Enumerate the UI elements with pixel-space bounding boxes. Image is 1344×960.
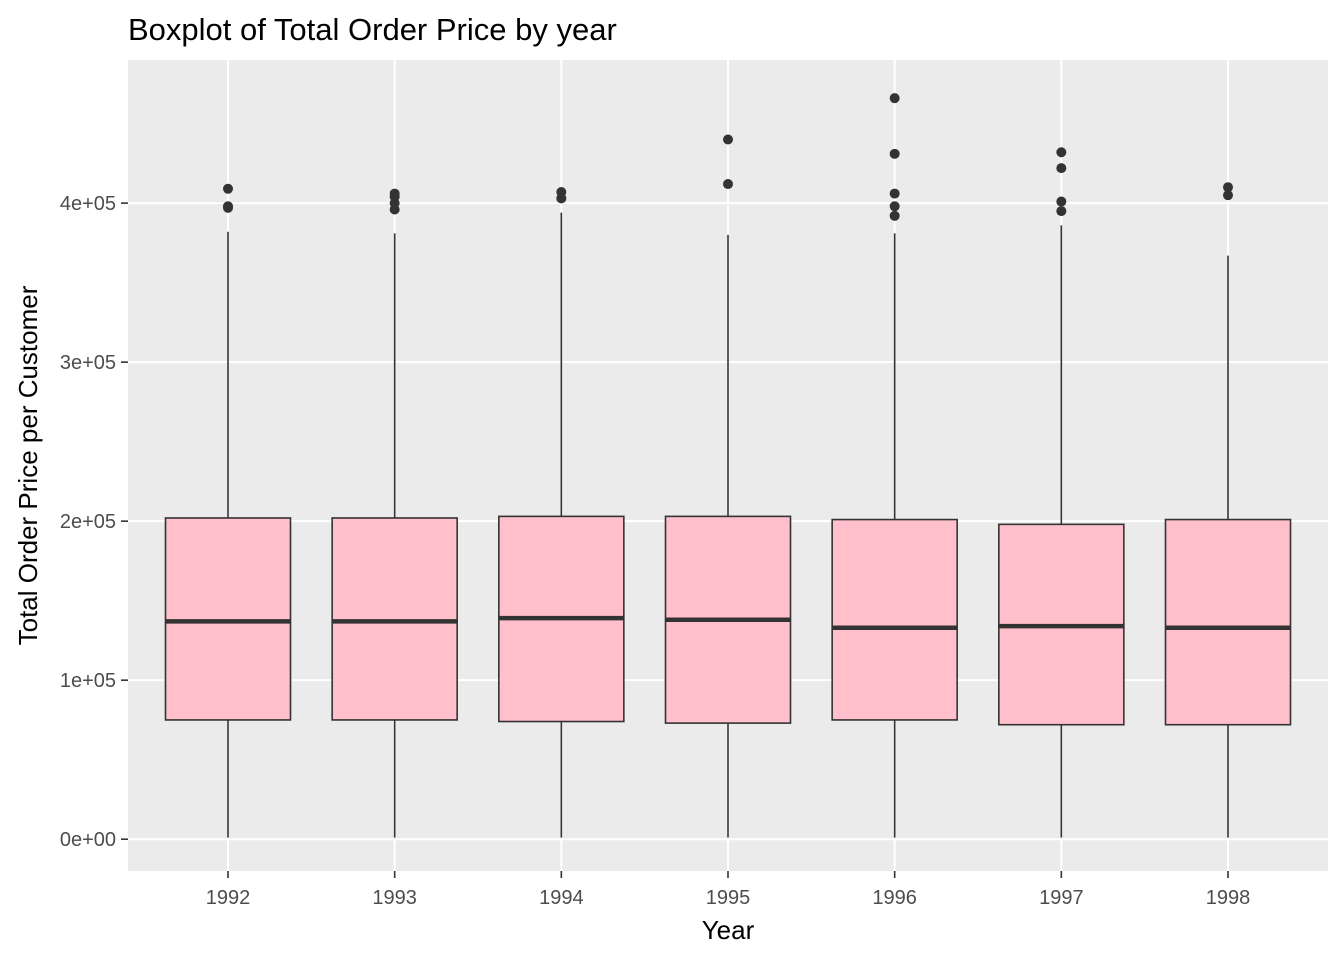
box-1997 [998,147,1125,838]
y-tick-label: 2e+05 [60,511,116,533]
outlier-point [723,134,733,145]
iqr-box [164,517,292,721]
axis-layer: 0e+00 1e+05 2e+05 3e+05 4e+05 1992 1993 1994 199… [60,193,1250,909]
x-tick-label: 1997 [1039,887,1084,909]
outlier-point [1056,196,1067,207]
outlier-point [389,188,400,199]
x-axis-title: Year [702,915,755,945]
chart-title: Boxplot of Total Order Price by year [128,12,617,47]
outlier-point [723,179,733,190]
x-tick-label: 1995 [706,887,751,909]
outlier-point [1056,163,1067,174]
outlier-point [1223,182,1233,193]
outlier-point [889,201,900,212]
y-tick-label: 4e+05 [60,193,116,215]
x-tick-label: 1998 [1206,887,1251,909]
x-tick-label: 1996 [872,887,917,909]
outlier-point [889,210,900,221]
box-layer [164,93,1292,838]
y-tick-label: 3e+05 [60,352,116,374]
box-1994 [498,186,625,838]
outlier-point [1056,206,1067,217]
x-tick-label: 1993 [372,887,417,909]
x-tick-label: 1994 [539,887,584,909]
outlier-point [223,201,233,212]
box-1995 [664,134,792,838]
outlier-point [223,183,233,194]
box-1996 [831,93,958,838]
y-axis-title: Total Order Price per Customer [13,285,43,645]
outlier-point [1223,190,1233,201]
box-1998 [1164,182,1292,838]
outlier-point [556,186,567,197]
iqr-box [331,517,458,721]
outlier-point [889,93,900,104]
iqr-box [1164,518,1292,726]
outlier-point [1056,147,1067,158]
box-1992 [164,183,292,838]
iqr-box [831,518,958,721]
outlier-point [889,188,900,199]
outlier-point [889,148,900,159]
box-1993 [331,188,458,838]
y-tick-label: 1e+05 [60,670,116,692]
x-tick-label: 1992 [206,887,251,909]
y-tick-label: 0e+00 [60,829,116,851]
